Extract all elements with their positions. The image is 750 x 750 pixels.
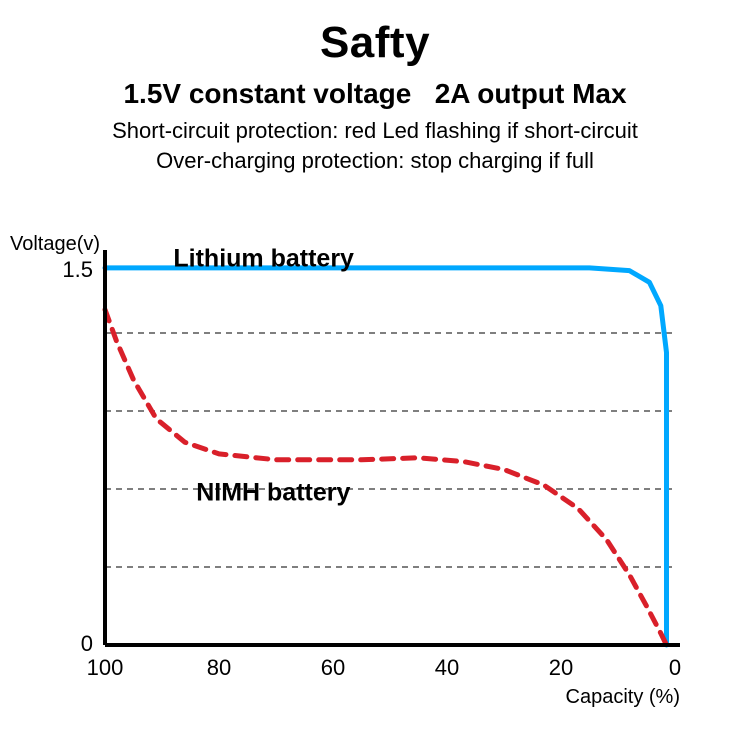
x-tick-label: 20 <box>549 655 573 680</box>
x-tick-label: 0 <box>669 655 681 680</box>
x-axis-title: Capacity (%) <box>566 686 680 708</box>
desc-line-2: Over-charging protection: stop charging … <box>0 146 750 176</box>
discharge-chart: Lithium battery NIMH battery Voltage(v)1.5… <box>0 230 750 730</box>
x-tick-label: 60 <box>321 655 345 680</box>
subtitle-right: 2A output Max <box>435 78 627 109</box>
series-label: NIMH battery <box>196 479 350 507</box>
y-tick-label: 1.5 <box>62 257 93 282</box>
desc-line-1: Short-circuit protection: red Led flashi… <box>0 116 750 146</box>
x-tick-label: 100 <box>87 655 124 680</box>
x-tick-label: 80 <box>207 655 231 680</box>
series-nimh-battery <box>105 310 667 645</box>
subtitle-left: 1.5V constant voltage <box>123 78 411 109</box>
x-tick-label: 40 <box>435 655 459 680</box>
series-label: Lithium battery <box>173 245 354 273</box>
y-axis-title: Voltage(v) <box>10 233 100 255</box>
main-title: Safty <box>0 18 750 68</box>
header-block: Safty 1.5V constant voltage 2A output Ma… <box>0 0 750 175</box>
subtitle: 1.5V constant voltage 2A output Max <box>0 78 750 110</box>
y-tick-label: 0 <box>81 631 93 656</box>
